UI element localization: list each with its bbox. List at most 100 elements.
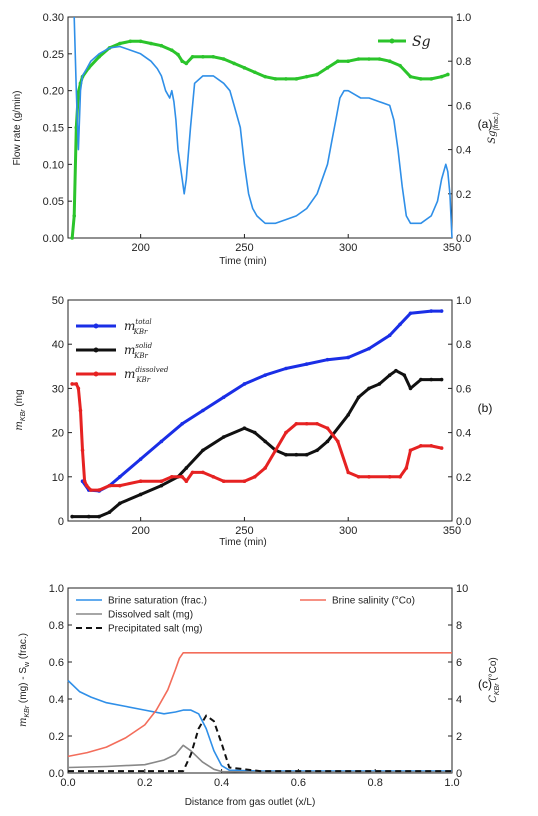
series-1-point — [221, 57, 226, 61]
x-tick-label: 0.8 — [368, 777, 383, 789]
series-1-point — [253, 70, 257, 75]
series-1-point — [284, 366, 288, 371]
y-right-tick-label: 0.6 — [456, 100, 471, 112]
panel-label: (b) — [478, 401, 493, 415]
series-1-point — [169, 48, 174, 52]
y-right-tick-label: 0.6 — [456, 383, 471, 395]
y-right-tick-label: 0.8 — [456, 56, 471, 68]
series-1-point — [419, 77, 423, 81]
y-right-tick-label: 6 — [456, 657, 462, 669]
series-2-point — [325, 439, 330, 444]
legend-label: Brine salinity (°Co) — [332, 596, 415, 607]
series-1-point — [70, 236, 74, 240]
series-3-point — [74, 382, 79, 386]
y-right-tick-label: 0.8 — [456, 339, 471, 351]
series-line-2 — [73, 16, 453, 239]
legend-label: msolid KBr — [124, 342, 153, 360]
series-1-point — [325, 66, 330, 70]
y-right-tick-label: 0 — [456, 768, 462, 780]
series-1-point — [315, 72, 319, 77]
y-left-tick-label: 0.6 — [49, 657, 64, 669]
series-2-point — [138, 492, 143, 497]
y-left-tick-label: 0.05 — [43, 196, 64, 208]
series-1-point — [221, 395, 226, 400]
series-1-point — [159, 43, 164, 48]
x-tick-label: 350 — [443, 525, 461, 537]
y-right-tick-label: 1.0 — [456, 12, 471, 24]
legend-marker — [389, 38, 395, 44]
series-3-point — [398, 475, 402, 479]
series-2-point — [419, 377, 423, 382]
series-2-point — [97, 514, 101, 519]
series-2-point — [70, 514, 74, 519]
series-1-point — [367, 57, 371, 61]
series-2-point — [242, 426, 247, 430]
legend-label: Sg — [412, 34, 431, 50]
series-3-point — [78, 408, 83, 413]
panel-1: 200 250 300 350 0.00 0.05 0.10 0.15 0.20 0.25 0.30… — [12, 12, 500, 267]
y-left-tick-label: 10 — [52, 472, 64, 484]
y-left-tick-label: 50 — [52, 295, 64, 307]
series-1-point — [439, 74, 444, 79]
series-1-point — [346, 59, 351, 63]
legend-marker — [93, 347, 99, 353]
series-1-point — [284, 77, 288, 81]
series-1-point — [398, 63, 402, 68]
series-1-point — [242, 382, 247, 386]
series-2-point — [159, 483, 164, 488]
series-1-point — [356, 57, 361, 61]
series-1-point — [201, 408, 205, 413]
series-1-point — [304, 74, 309, 79]
series-3-point — [80, 448, 85, 453]
x-tick-label: 0.2 — [137, 777, 152, 789]
series-1-point — [97, 54, 101, 59]
series-line-4 — [67, 651, 452, 758]
y-left-tick-label: 0.20 — [43, 86, 64, 98]
series-3-point — [89, 488, 93, 492]
series-1-point — [429, 77, 434, 81]
plot-frame — [67, 299, 453, 522]
x-tick-label: 200 — [131, 525, 149, 537]
x-tick-label: 0.6 — [291, 777, 306, 789]
series-1-point — [118, 41, 122, 46]
y-left-tick-label: 0.0 — [49, 768, 64, 780]
series-3-point — [242, 479, 247, 484]
series-1-point — [429, 309, 434, 313]
series-1-point — [180, 421, 184, 426]
series-3-point — [404, 466, 409, 470]
series-line-1 — [67, 679, 452, 772]
series-1-point — [211, 54, 216, 59]
series-3-point — [263, 466, 267, 470]
series-2-point — [107, 510, 112, 514]
series-3-point — [180, 475, 184, 479]
y-right-tick-label: 0.4 — [456, 145, 471, 157]
series-1-point — [184, 61, 189, 66]
series-2-point — [439, 377, 444, 382]
series-3-point — [159, 479, 164, 484]
y-right-tick-label: 1.0 — [456, 295, 471, 307]
series-3-point — [439, 446, 444, 450]
series-3-point — [190, 470, 195, 475]
series-2-point — [284, 452, 288, 457]
series-1-point — [232, 61, 236, 66]
y-left-tick-label: 0.2 — [49, 731, 64, 743]
series-2-point — [402, 373, 407, 377]
series-1-point — [263, 373, 267, 377]
series-3-point — [184, 479, 189, 484]
series-1-point — [159, 439, 164, 444]
panel-3: 0.0 0.2 0.4 0.6 0.8 1.00.00.20.40.60.81.00246… — [18, 583, 501, 808]
series-3-point — [211, 475, 216, 479]
x-tick-label: 250 — [235, 242, 253, 254]
y-left-tick-label: 1.0 — [49, 583, 64, 595]
y-left-axis-label: mKBr (mg — [14, 389, 27, 430]
series-1-point — [325, 357, 330, 362]
legend-label: Precipitated salt (mg) — [108, 624, 202, 635]
y-right-tick-label: 0.4 — [456, 428, 471, 440]
series-2-point — [315, 448, 319, 453]
y-right-tick-label: 2 — [456, 731, 462, 743]
series-line-2 — [72, 369, 442, 519]
series-3-point — [97, 488, 101, 492]
series-2-point — [118, 501, 122, 506]
series-1-point — [336, 59, 340, 63]
